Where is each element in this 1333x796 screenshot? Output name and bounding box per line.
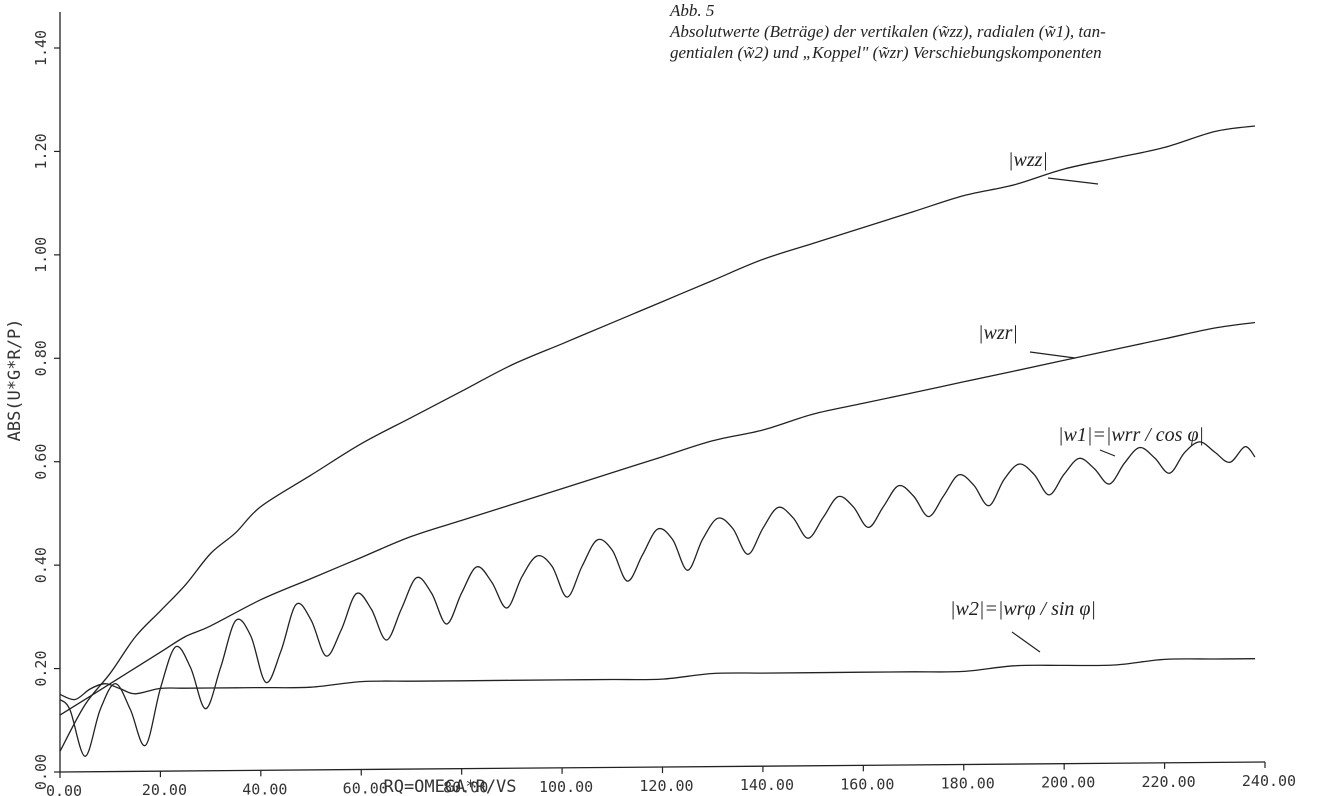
series-line-w1 bbox=[59, 441, 1256, 757]
x-tick-label: 0.00 bbox=[46, 782, 82, 796]
annotation-w1: |w1|=|wrr / cos φ| bbox=[1058, 424, 1204, 446]
annotation-leader-line bbox=[1047, 177, 1099, 185]
annotation-w2: |w2|=|wrφ / sin φ| bbox=[950, 598, 1096, 620]
annotation-leader-line bbox=[1011, 631, 1041, 653]
annotation-leader-line bbox=[1099, 449, 1116, 457]
y-tick-label: 0.20 bbox=[32, 651, 50, 687]
annotation-leader-line bbox=[1029, 351, 1076, 359]
y-tick-label: 0.00 bbox=[32, 754, 50, 790]
y-tick-label: 0.60 bbox=[32, 444, 50, 480]
annotation-wzr: |wzr| bbox=[978, 322, 1018, 344]
x-tick-label: 200.00 bbox=[1041, 774, 1095, 792]
x-tick-label: 100.00 bbox=[539, 778, 593, 796]
caption-line-3: gentialen (w̃2) und „Koppel" (w̃zr) Vers… bbox=[670, 43, 1102, 62]
y-axis-label: ABS(U*G*R/P) bbox=[5, 319, 25, 442]
axes: 0.00 0.20 0.40 0.60 0.80 1.00 1.20 1.40 0.00 20.0… bbox=[5, 12, 1296, 796]
annotations: |wzz| |wzr| |w1|=|wrr / cos φ| |w2|=|wrφ / … bbox=[950, 149, 1204, 653]
figure-caption: Abb. 5 Absolutwerte (Beträge) der vertik… bbox=[670, 0, 1310, 63]
series-group bbox=[59, 125, 1256, 757]
x-axis-label: RQ=OMEGA*R/VS bbox=[383, 777, 516, 796]
x-tick-label: 140.00 bbox=[740, 776, 794, 794]
series-line-w2 bbox=[59, 658, 1256, 701]
y-tick-label: 0.80 bbox=[32, 340, 50, 376]
x-tick-label: 40.00 bbox=[242, 780, 287, 796]
y-tick-label: 0.40 bbox=[32, 547, 50, 583]
x-tick-label: 240.00 bbox=[1242, 772, 1296, 790]
x-tick-label: 220.00 bbox=[1141, 773, 1195, 791]
x-tick-label: 80.00 bbox=[443, 779, 488, 796]
caption-line-2: Absolutwerte (Beträge) der vertikalen (w… bbox=[670, 22, 1106, 41]
series-line-wzz bbox=[59, 125, 1256, 752]
x-tick-label: 60.00 bbox=[343, 780, 388, 796]
y-tick-label: 1.00 bbox=[32, 237, 50, 273]
x-tick-label: 180.00 bbox=[941, 775, 995, 793]
y-tick-label: 1.40 bbox=[32, 30, 50, 66]
annotation-wzz: |wzz| bbox=[1008, 149, 1048, 171]
caption-line-1: Abb. 5 bbox=[670, 1, 715, 20]
x-tick-label: 160.00 bbox=[840, 775, 894, 793]
x-tick-label: 20.00 bbox=[142, 781, 187, 796]
y-tick-label: 1.20 bbox=[32, 133, 50, 169]
x-tick-label: 120.00 bbox=[639, 777, 693, 795]
series-line-wzr bbox=[59, 321, 1256, 716]
